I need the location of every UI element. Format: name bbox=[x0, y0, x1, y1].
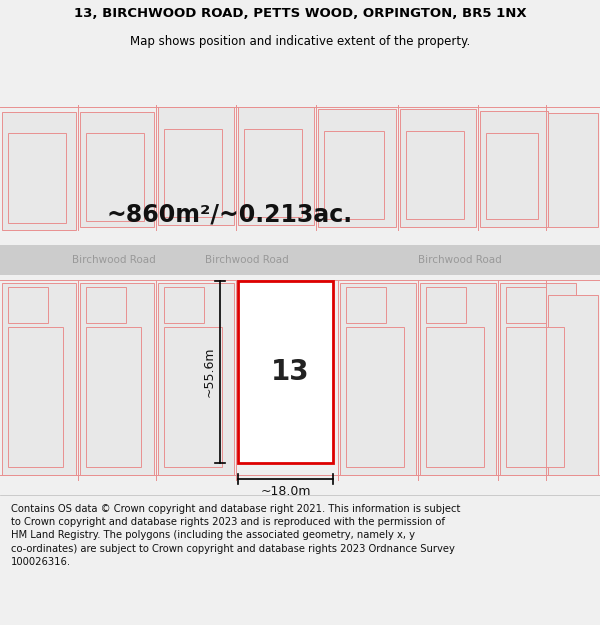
Bar bbox=[8, 133, 66, 223]
Text: Birchwood Road: Birchwood Road bbox=[205, 255, 289, 265]
Text: 13, BIRCHWOOD ROAD, PETTS WOOD, ORPINGTON, BR5 1NX: 13, BIRCHWOOD ROAD, PETTS WOOD, ORPINGTO… bbox=[74, 8, 526, 20]
Text: ~18.0m: ~18.0m bbox=[260, 485, 311, 498]
Bar bbox=[244, 129, 302, 217]
Bar bbox=[548, 295, 598, 475]
Bar bbox=[86, 327, 141, 467]
Bar bbox=[400, 109, 476, 227]
Text: ~55.6m: ~55.6m bbox=[203, 347, 216, 398]
Text: Birchwood Road: Birchwood Road bbox=[72, 255, 156, 265]
Bar bbox=[2, 283, 76, 475]
Bar bbox=[324, 131, 384, 219]
Text: Birchwood Road: Birchwood Road bbox=[418, 255, 502, 265]
Bar bbox=[158, 283, 234, 475]
Text: 13: 13 bbox=[271, 358, 310, 386]
Bar bbox=[346, 287, 386, 323]
Bar bbox=[164, 327, 222, 467]
Bar bbox=[406, 131, 464, 219]
Bar bbox=[86, 287, 126, 323]
Bar bbox=[500, 283, 576, 475]
Bar bbox=[164, 129, 222, 217]
Bar bbox=[86, 133, 144, 221]
Bar bbox=[8, 327, 63, 467]
Bar bbox=[238, 281, 333, 463]
Bar bbox=[164, 287, 204, 323]
Bar bbox=[318, 109, 396, 227]
Bar bbox=[2, 112, 76, 230]
Bar bbox=[426, 287, 466, 323]
Bar bbox=[238, 107, 314, 225]
Bar bbox=[548, 113, 598, 227]
Bar bbox=[0, 245, 600, 275]
Text: Contains OS data © Crown copyright and database right 2021. This information is : Contains OS data © Crown copyright and d… bbox=[11, 504, 460, 567]
Bar bbox=[158, 107, 234, 225]
Bar bbox=[480, 111, 548, 227]
Bar bbox=[8, 287, 48, 323]
Bar bbox=[420, 283, 496, 475]
Bar bbox=[340, 283, 416, 475]
Bar bbox=[80, 112, 154, 227]
Bar bbox=[486, 133, 538, 219]
Bar bbox=[506, 327, 564, 467]
Bar bbox=[506, 287, 546, 323]
Bar bbox=[426, 327, 484, 467]
Text: Map shows position and indicative extent of the property.: Map shows position and indicative extent… bbox=[130, 35, 470, 48]
Bar bbox=[346, 327, 404, 467]
Text: ~860m²/~0.213ac.: ~860m²/~0.213ac. bbox=[107, 203, 353, 227]
Bar bbox=[80, 283, 154, 475]
